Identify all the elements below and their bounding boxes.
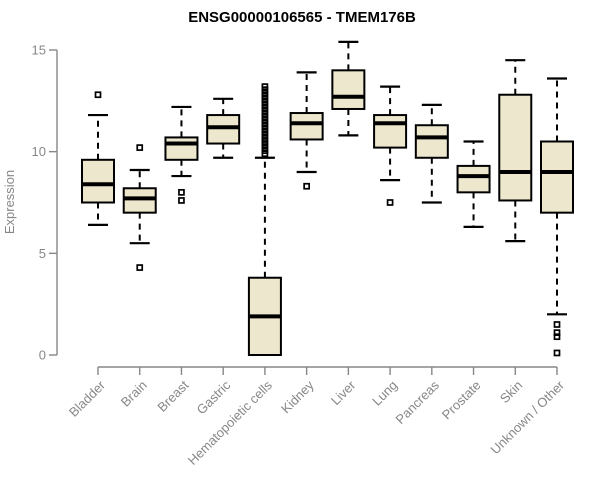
boxplot-bladder (81, 91, 115, 226)
outlier-point (178, 188, 185, 196)
box-iqr (164, 136, 199, 161)
outlier-point (136, 144, 144, 151)
boxplot-hematopoietic-cells (247, 83, 282, 357)
boxplot-lung (373, 85, 408, 206)
x-axis-label-breast: Breast (154, 377, 191, 414)
box-iqr (206, 114, 241, 145)
y-axis-tick-label: 15 (32, 43, 46, 58)
boxplot-unknown-other (540, 77, 574, 357)
boxplot-prostate (456, 140, 491, 228)
outlier-point (553, 349, 561, 357)
boxplot-gastric (206, 97, 241, 159)
chart-title: ENSG00000106565 - TMEM176B (188, 9, 416, 26)
outlier-point (553, 333, 561, 341)
box-iqr (81, 158, 115, 204)
x-axis-label-lung: Lung (369, 378, 400, 409)
outlier-point (94, 91, 102, 99)
outlier-point (386, 199, 394, 206)
x-axis-label-unknown-other: Unknown / Other (488, 377, 568, 457)
box-iqr (414, 124, 449, 159)
outlier-point (261, 83, 269, 90)
y-axis-tick-label: 0 (39, 348, 46, 363)
boxplot-skin (498, 59, 533, 243)
x-axis-label-kidney: Kidney (278, 377, 317, 416)
box-iqr (289, 112, 324, 141)
y-axis-tick-label: 10 (32, 144, 46, 159)
x-axis-label-liver: Liver (328, 377, 359, 408)
outlier-point (553, 329, 561, 336)
boxplot-kidney (289, 71, 324, 190)
box-iqr (540, 140, 574, 214)
x-axis-label-gastric: Gastric (194, 377, 234, 417)
x-axis-label-skin: Skin (497, 378, 525, 406)
box-iqr (498, 93, 533, 202)
outlier-point (178, 197, 185, 204)
boxplot-pancreas (414, 103, 449, 204)
y-axis-label: Expression (2, 170, 17, 234)
box-iqr (331, 69, 366, 110)
boxplot-liver (331, 40, 366, 137)
x-axis-label-pancreas: Pancreas (392, 377, 442, 427)
x-axis-label-brain: Brain (118, 378, 150, 410)
box-iqr (373, 114, 408, 149)
box-iqr (122, 187, 157, 214)
boxplot-breast (164, 105, 199, 204)
boxplot-brain (122, 144, 157, 271)
outlier-point (136, 264, 144, 271)
y-axis-tick-label: 5 (39, 246, 46, 261)
outlier-point (303, 182, 310, 190)
box-iqr (456, 164, 491, 194)
x-axis-label-prostate: Prostate (439, 378, 484, 423)
outlier-point (553, 321, 561, 328)
x-axis-label-bladder: Bladder (66, 377, 109, 420)
